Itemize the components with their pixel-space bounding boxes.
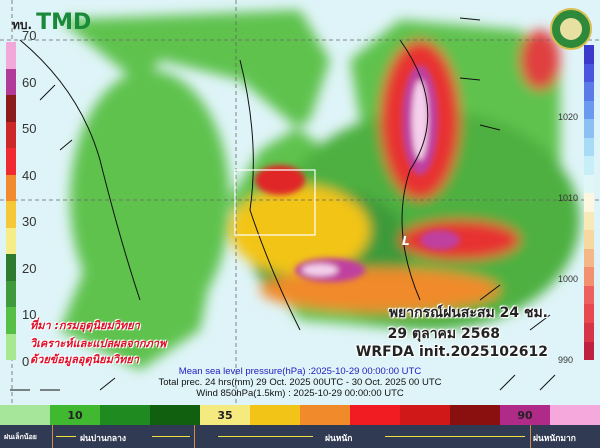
pressure-legend-swatch [584,230,594,249]
pressure-legend-label: 990 [558,355,574,365]
colorbar-swatch [300,405,350,425]
pressure-legend-swatch [584,63,594,83]
rainfall-legend-swatch [6,174,16,201]
rainfall-legend-label: 30 [22,214,37,229]
pressure-legend-swatch [584,137,594,157]
pressure-legend-swatch [584,304,594,323]
pressure-legend-swatch [584,211,594,231]
isobars [19,39,429,331]
rainfall-legend-label: 10 [22,307,37,322]
colorbar-swatch [0,405,50,425]
rainfall-legend-label: 20 [22,260,37,276]
colorbar-swatch [550,405,600,425]
colorbar-swatch [250,405,300,425]
rainfall-legend-swatch [6,148,16,175]
pressure-legend-swatch [584,322,594,342]
rain-category-bar: ฝนเล็กน้อย ฝนปานกลาง ฝนหนัก ฝนหนักมาก [0,425,600,448]
category-moderate: ฝนปานกลาง [80,434,127,444]
rainfall-legend-swatch [6,280,16,307]
rainfall-legend-label: 40 [22,167,37,183]
pressure-legend [584,45,594,361]
model-init: WRFDA init.2025102612 [355,344,548,360]
colorbar-swatch: 90 [500,405,550,425]
mslp-info: Mean sea level pressure(hPa) :2025-10-29… [178,366,422,377]
precip-info: Total prec. 24 hrs(mm) 29 Oct. 2025 00UT… [158,377,442,388]
rainfall-legend-swatch [6,201,16,228]
rainfall-legend-swatch [6,68,16,95]
colorbar-swatch: 10 [50,405,100,425]
pressure-legend-swatch [584,100,594,120]
pressure-legend-label: 1000 [558,274,579,284]
rainfall-legend-swatch [6,95,16,122]
credit-line-1: ที่มา :กรมอุตุนิยมวิทยา [30,319,140,332]
tmd-seal-icon [550,8,592,50]
rainfall-legend-label: 60 [22,74,37,90]
pressure-legend-swatch [584,248,594,268]
colorbar-swatch [350,405,400,425]
colorbar-swatch [100,405,150,425]
rainfall-legend-swatch [6,333,16,360]
colorbar-swatch [400,405,450,425]
pressure-legend-swatch [584,156,594,175]
rainfall-legend-label: 70 [22,28,37,43]
rainfall-legend [6,42,16,360]
pressure-legend-swatch [584,174,594,194]
rainfall-legend-swatch [6,227,16,254]
forecast-date: 29 ตุลาคม 2568 [387,326,500,342]
pressure-legend-swatch [584,82,594,101]
category-heavy: ฝนหนัก [325,434,353,444]
rainfall-legend-swatch [6,42,16,69]
tmd-logo: ทบ. TMD [12,10,92,35]
credit-line-2: วิเคราะห์และแปลผลจากภาพ [30,337,167,350]
colorbar-swatch: 35 [200,405,250,425]
pressure-legend-swatch [584,267,594,286]
colorbar-swatch [450,405,500,425]
pressure-legend-swatch [584,285,594,305]
rain-forecast-map: L [0,0,600,405]
pressure-legend-swatch [584,119,594,138]
colorbar-swatch [150,405,200,425]
pressure-legend-swatch [584,45,594,64]
category-light: ฝนเล็กน้อย [4,433,37,441]
rain-colorbar: 10 35 90 [0,405,600,425]
rainfall-legend-swatch [6,307,16,334]
credit-line-3: ด้วยข้อมูลอุตุนิยมวิทยา [30,353,139,366]
rainfall-legend-swatch [6,121,16,148]
low-pressure-marker: L [402,234,410,248]
wind-arrows [10,17,556,391]
pressure-legend-swatch [584,341,594,361]
category-very-heavy: ฝนหนักมาก [533,434,576,444]
rainfall-legend-swatch [6,254,16,281]
wind-info: Wind 850hPa(1.5km) : 2025-10-29 00:00:00… [196,388,404,399]
pressure-legend-label: 1020 [558,112,579,122]
rainfall-legend-label: 0 [22,353,30,369]
rainfall-legend-label: 50 [22,121,37,136]
pressure-legend-label: 1010 [558,193,579,203]
forecast-title: พยากรณ์ฝนสะสม 24 ชม. [388,305,548,321]
pressure-legend-swatch [584,193,594,212]
